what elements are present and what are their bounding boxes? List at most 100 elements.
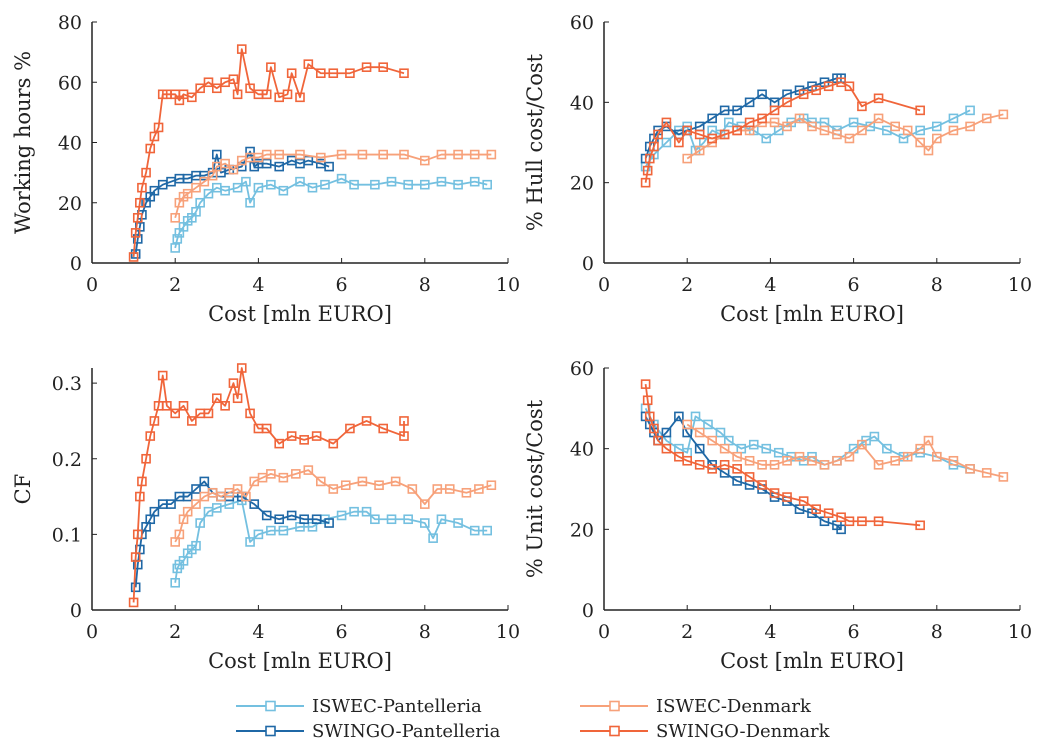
data-point xyxy=(873,113,884,124)
x-tick-label: 10 xyxy=(496,621,520,643)
data-point xyxy=(694,427,705,438)
data-point xyxy=(130,228,141,238)
legend-item: ISWEC-Pantelleria xyxy=(236,696,482,717)
y-tick-label: 40 xyxy=(58,133,82,155)
series-iswec-denmark xyxy=(170,465,497,547)
data-point xyxy=(719,129,730,140)
data-point xyxy=(357,476,368,487)
data-point xyxy=(807,121,817,132)
data-point xyxy=(261,510,272,521)
data-point xyxy=(178,401,189,411)
data-point xyxy=(149,185,160,196)
data-point xyxy=(981,468,992,478)
legend-swatch-marker xyxy=(265,700,276,712)
data-point xyxy=(649,141,659,152)
data-point xyxy=(486,149,497,160)
x-tick-label: 6 xyxy=(336,621,348,643)
data-point xyxy=(469,149,480,160)
data-point xyxy=(149,416,160,426)
series-swingo-denmark xyxy=(640,77,925,188)
data-point xyxy=(349,506,359,517)
data-point xyxy=(844,451,855,462)
data-point xyxy=(212,83,222,94)
x-tick-label: 2 xyxy=(169,274,181,296)
data-point xyxy=(715,427,726,438)
data-point xyxy=(640,177,651,188)
data-point xyxy=(482,525,493,536)
data-point xyxy=(199,176,210,187)
data-point xyxy=(274,149,285,160)
data-point xyxy=(266,469,276,479)
data-point xyxy=(340,480,351,491)
data-point xyxy=(345,68,355,79)
data-point xyxy=(149,506,160,517)
data-point xyxy=(135,197,145,208)
legend-label: SWINGO-Denmark xyxy=(656,721,831,742)
data-point xyxy=(253,182,264,193)
data-point xyxy=(232,89,243,100)
data-point xyxy=(674,411,684,422)
data-point xyxy=(723,117,734,128)
legend: ISWEC-Pantelleria ISWEC-Denmark SWINGO-Pan… xyxy=(236,696,831,742)
legend-label: SWINGO-Pantelleria xyxy=(312,721,501,742)
data-point xyxy=(965,105,975,116)
data-point xyxy=(642,165,653,176)
data-point xyxy=(773,447,784,458)
data-point xyxy=(915,105,925,116)
x-tick-label: 8 xyxy=(931,621,943,643)
data-point xyxy=(653,129,663,140)
legend-swatch-marker xyxy=(609,700,620,712)
data-point xyxy=(245,83,255,94)
data-point xyxy=(819,459,830,470)
series-line xyxy=(174,469,492,543)
data-point xyxy=(261,89,272,100)
y-tick-label: 80 xyxy=(58,12,82,34)
data-point xyxy=(642,395,653,406)
data-point xyxy=(757,459,767,470)
y-tick-label: 20 xyxy=(570,173,594,195)
data-point xyxy=(661,117,672,128)
data-point xyxy=(128,252,139,262)
data-point xyxy=(311,514,322,525)
legend-item: SWINGO-Denmark xyxy=(580,721,831,742)
data-point xyxy=(453,179,463,190)
data-point xyxy=(640,379,651,389)
data-point xyxy=(707,464,717,474)
data-point xyxy=(303,59,314,69)
data-point xyxy=(399,149,409,160)
data-point xyxy=(253,529,264,540)
data-point xyxy=(245,537,255,547)
data-point xyxy=(295,176,305,187)
x-tick-label: 0 xyxy=(86,621,98,643)
data-point xyxy=(135,491,145,502)
data-point xyxy=(419,518,430,528)
legend-swatch-marker xyxy=(265,725,276,737)
data-point xyxy=(915,137,925,148)
data-point xyxy=(811,85,821,96)
data-point xyxy=(832,455,842,466)
data-point xyxy=(145,431,156,441)
data-point xyxy=(782,492,792,502)
x-tick-label: 0 xyxy=(598,621,610,643)
y-tick-label: 20 xyxy=(58,193,82,215)
data-point xyxy=(844,81,855,92)
data-point xyxy=(191,499,201,509)
data-point xyxy=(486,480,497,491)
data-point xyxy=(782,455,792,466)
data-point xyxy=(361,506,372,517)
y-tick-label: 0 xyxy=(582,600,594,622)
data-point xyxy=(873,93,884,104)
data-point xyxy=(249,499,260,509)
series-iswec-pantelleria xyxy=(170,173,493,253)
data-point xyxy=(336,510,347,521)
data-point xyxy=(266,525,276,536)
data-point xyxy=(157,370,168,381)
data-point xyxy=(948,125,959,136)
y-tick-label: 60 xyxy=(570,12,594,34)
data-point xyxy=(644,153,655,164)
data-point xyxy=(236,44,247,54)
x-tick-label: 6 xyxy=(848,621,860,643)
data-point xyxy=(295,92,305,103)
data-point xyxy=(923,435,934,446)
series-swingo-denmark xyxy=(128,44,409,262)
